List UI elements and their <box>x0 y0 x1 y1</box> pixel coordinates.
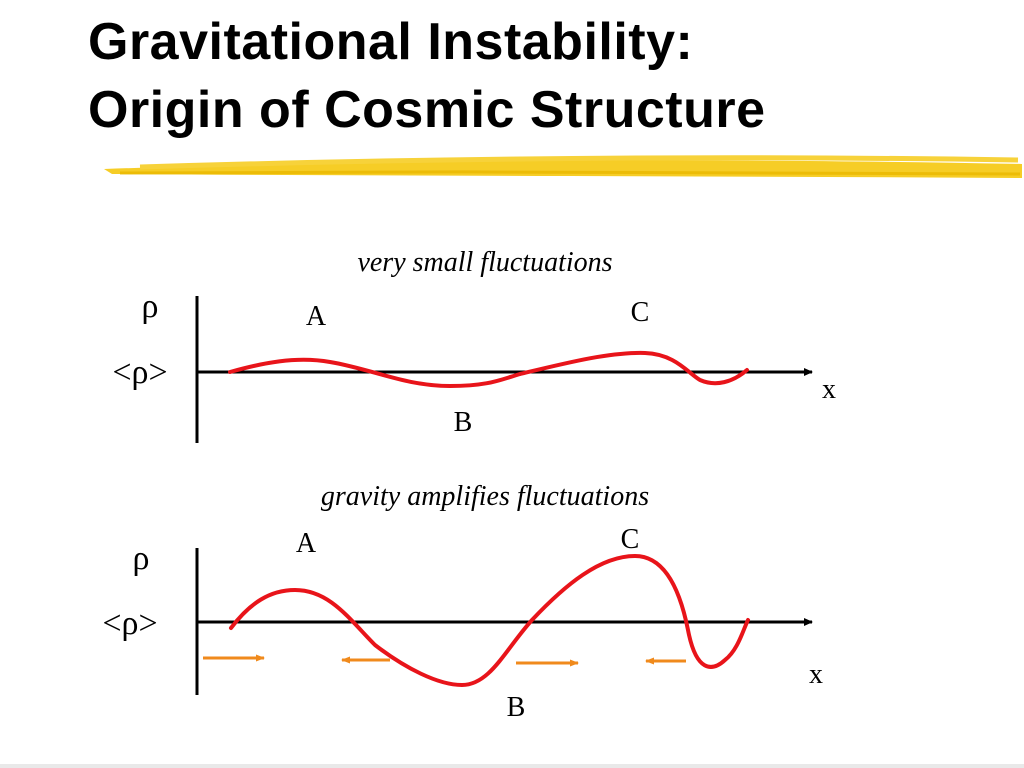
point-label-a: A <box>306 301 327 332</box>
point-label-b: B <box>454 407 473 438</box>
slide-bottom-rule <box>0 764 1024 768</box>
panel-small-fluctuations: very small fluctuations ρ <ρ> x A B C <box>112 247 836 443</box>
slide-title-line-2: Origin of Cosmic Structure <box>88 81 766 139</box>
rho-label: ρ <box>142 288 159 325</box>
panel-caption: very small fluctuations <box>357 247 612 278</box>
point-label-c: C <box>621 524 640 555</box>
slide-title-line-1: Gravitational Instability: <box>88 13 694 71</box>
mean-rho-label: <ρ> <box>102 605 157 642</box>
point-label-c: C <box>631 297 650 328</box>
title-highlight-stroke <box>104 155 1022 178</box>
x-axis-label: x <box>809 659 823 690</box>
panel-caption: gravity amplifies fluctuations <box>321 481 649 512</box>
x-axis-label: x <box>822 374 836 405</box>
density-curve <box>229 553 750 688</box>
density-curve <box>228 350 749 389</box>
point-label-b: B <box>507 692 526 723</box>
point-label-a: A <box>296 528 317 559</box>
mean-rho-label: <ρ> <box>112 354 167 391</box>
panel-amplified-fluctuations: gravity amplifies fluctuations ρ <ρ> x A… <box>102 481 823 723</box>
rho-label: ρ <box>133 540 150 577</box>
